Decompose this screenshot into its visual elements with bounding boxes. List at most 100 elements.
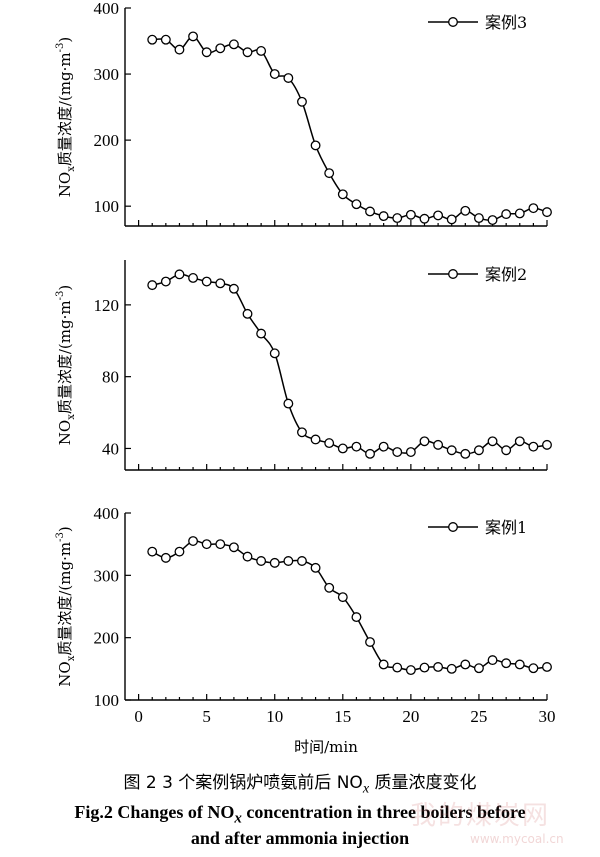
data-point: [337, 443, 348, 454]
data-point: [174, 44, 185, 55]
y-tick-label: 200: [94, 629, 120, 648]
data-point: [215, 278, 226, 289]
y-axis-label-sup: -3: [55, 532, 66, 542]
data-point: [542, 439, 552, 450]
data-point: [242, 551, 253, 562]
x-tick-label: 20: [402, 707, 419, 726]
y-tick-label: 300: [94, 65, 120, 84]
data-point: [501, 445, 512, 456]
data-point: [473, 213, 484, 224]
data-point: [419, 436, 430, 447]
legend-label: 案例2: [485, 265, 527, 284]
data-point: [392, 662, 403, 673]
data-point: [487, 215, 498, 226]
data-point: [473, 663, 484, 674]
y-tick-label: 200: [94, 131, 120, 150]
figure-chart: 100200300400NOx质量浓度/(mg·m-3)案例34080120NO…: [55, 0, 556, 756]
x-axis-label: 时间/min: [294, 738, 358, 756]
data-point: [147, 280, 158, 291]
data-point: [188, 536, 199, 547]
y-axis-label-sup: -3: [55, 291, 66, 301]
figure-caption-english-line2: and after ammonia injection: [190, 828, 410, 848]
data-point: [501, 209, 512, 220]
x-tick-label: 30: [539, 707, 556, 726]
data-point: [351, 199, 362, 210]
data-point: [201, 47, 212, 58]
caption-en-part-a: Fig.2 Changes of NO: [74, 802, 235, 822]
data-point: [514, 436, 525, 447]
data-point: [460, 205, 471, 216]
figure-caption-chinese: 图 2 3 个案例锅炉喷氨前后 NOx 质量浓度变化: [0, 768, 600, 797]
data-point: [160, 276, 171, 287]
data-point: [405, 209, 416, 220]
y-axis-label-sub: x: [66, 655, 77, 661]
y-tick-label: 100: [94, 197, 120, 216]
data-point: [174, 546, 185, 557]
data-point: [365, 206, 375, 217]
y-axis-label-sub: x: [66, 166, 77, 172]
y-axis-label-close: ): [56, 285, 74, 291]
data-point: [215, 539, 226, 550]
caption-cn-tail: 质量浓度变化: [369, 773, 477, 793]
y-axis-label-close: ): [56, 526, 74, 532]
legend-marker: [448, 522, 458, 532]
data-point: [501, 658, 512, 669]
series-line: [151, 540, 548, 671]
data-point: [542, 207, 552, 218]
data-point: [310, 434, 321, 445]
data-point: [201, 276, 212, 287]
x-tick-label: 25: [470, 707, 487, 726]
data-point: [269, 69, 280, 80]
caption-cn-subscript: x: [362, 780, 370, 797]
data-point: [405, 665, 416, 676]
y-axis-label-main: NO: [56, 172, 74, 197]
y-tick-label: 300: [94, 566, 120, 585]
data-point: [160, 34, 171, 45]
data-point: [297, 96, 307, 107]
watermark-url: www.mycoal.cn: [470, 832, 564, 846]
y-axis-label-sub: x: [66, 414, 77, 420]
data-point: [378, 441, 389, 452]
data-point: [324, 438, 335, 449]
y-tick-label: 400: [94, 0, 120, 18]
data-point: [310, 140, 321, 151]
legend-label: 案例3: [485, 13, 527, 32]
chart-panel-3: 100 200 300 400 0 5 10 15 20 25 30 时间/min NOx质量浓度/(m…: [55, 504, 556, 756]
legend-marker: [448, 269, 458, 279]
data-point: [228, 39, 239, 50]
legend-marker: [448, 17, 458, 27]
data-point: [405, 447, 416, 458]
data-point: [147, 546, 158, 557]
y-tick-label: 80: [102, 368, 119, 387]
data-point: [473, 445, 484, 456]
y-axis-label-tail: 质量浓度/(mg·m: [56, 52, 74, 166]
data-point: [392, 447, 403, 458]
data-point: [460, 448, 471, 459]
data-point: [528, 441, 539, 452]
chart-panel-1: 100 200 300 400 NOx质量浓度/(mg·m-3) 案例3: [55, 0, 552, 227]
y-axis-label-close: ): [56, 37, 74, 43]
y-axis-label-main: NO: [56, 661, 74, 686]
y-axis-label: NOx质量浓度/(mg·m-3): [55, 526, 77, 686]
series-line: [152, 35, 548, 221]
data-point: [215, 43, 226, 54]
series-line: [152, 273, 548, 455]
data-point: [365, 448, 375, 459]
data-point: [228, 283, 239, 294]
data-point: [528, 203, 539, 214]
y-tick-label: 400: [94, 504, 120, 523]
y-tick-label: 120: [94, 296, 120, 315]
data-point: [351, 612, 362, 623]
data-point: [378, 659, 389, 670]
chart-panel-2: 40 80 120 NOx质量浓度/(mg·m-3) 案例2: [55, 260, 552, 471]
data-point: [446, 214, 457, 225]
data-point: [487, 655, 498, 666]
data-point: [256, 45, 267, 56]
x-tick-label: 10: [266, 707, 283, 726]
data-point: [228, 542, 239, 553]
x-tick-label: 5: [202, 707, 211, 726]
y-tick-label: 40: [102, 439, 119, 458]
data-point: [269, 348, 280, 359]
data-point: [460, 659, 471, 670]
y-axis-label-main: NO: [56, 420, 74, 445]
